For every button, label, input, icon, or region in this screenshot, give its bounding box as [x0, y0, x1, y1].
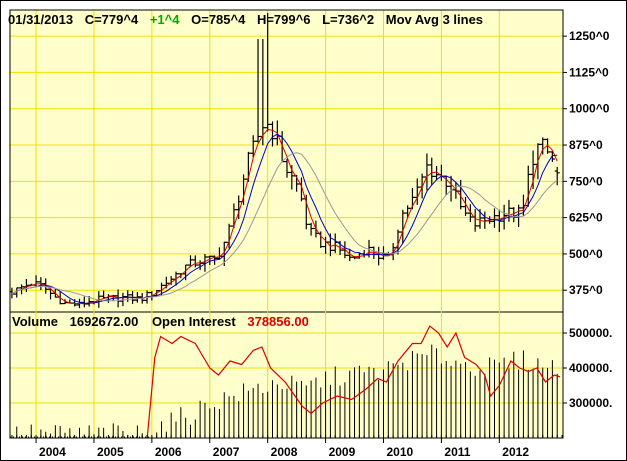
time-axis: 2004 2005 2006 2007 2008 2009 2010 2011 2012	[11, 435, 563, 459]
oi-label: Open Interest	[152, 314, 236, 329]
price-bar	[458, 179, 464, 210]
oi-value: 378856.00	[247, 314, 308, 329]
volume-tick-label-2: 500000.	[569, 326, 612, 340]
moving-average-lines	[11, 128, 558, 305]
price-bar	[197, 260, 203, 271]
header-close: C=779^4	[85, 12, 139, 27]
time-tick-label-0: 2004	[39, 445, 66, 459]
header-study: Mov Avg 3 lines	[386, 12, 483, 27]
price-bar	[192, 255, 198, 268]
price-tick-label-6: 1125^0	[569, 65, 609, 79]
chart-border	[9, 9, 564, 439]
price-bar	[545, 138, 551, 154]
price-tick-label-7: 1250^0	[569, 29, 610, 43]
price-bar	[540, 137, 546, 155]
price-bar	[14, 287, 20, 298]
price-bar	[48, 288, 54, 300]
time-tick-label-1: 2005	[97, 445, 124, 459]
open-interest-series	[146, 325, 561, 439]
time-tick-label-5: 2009	[329, 445, 356, 459]
header-high: H=799^6	[257, 12, 311, 27]
header-open: O=785^4	[191, 12, 246, 27]
price-bar	[511, 207, 517, 223]
price-tick-label-3: 750^0	[569, 174, 603, 188]
price-axis: 375^0 500^0 625^0 750^0 875^0 1000^0 1125^0 125…	[563, 29, 610, 297]
header-date: 01/31/2013	[8, 12, 73, 27]
time-tick-label-8: 2012	[502, 445, 529, 459]
header-low: L=736^2	[322, 12, 374, 27]
price-bar	[236, 195, 242, 219]
volume-axis: 300000. 400000. 500000.	[563, 326, 612, 410]
volume-header: Volume 1692672.00 Open Interest 378856.0…	[12, 314, 309, 329]
price-bar	[491, 208, 497, 228]
price-bar	[202, 254, 208, 272]
time-tick-label-4: 2008	[271, 445, 298, 459]
price-bar	[554, 166, 560, 186]
time-tick-label-2: 2006	[155, 445, 182, 459]
price-bar	[414, 178, 420, 205]
price-bar	[120, 292, 126, 307]
price-bar	[467, 204, 473, 223]
price-bar	[265, 12, 271, 132]
price-tick-label-0: 375^0	[569, 283, 603, 297]
price-bar	[183, 264, 189, 281]
price-bar	[434, 165, 440, 181]
moving-average-12	[11, 152, 558, 302]
volume-tick-label-1: 400000.	[569, 361, 612, 375]
price-bar	[270, 121, 276, 147]
price-bar	[347, 248, 353, 262]
plot-background	[10, 10, 563, 438]
price-tick-label-5: 1000^0	[569, 102, 610, 116]
price-bar	[463, 196, 469, 216]
price-bar	[187, 255, 193, 268]
header-change: +1^4	[150, 12, 180, 27]
volume-label: Volume	[12, 314, 58, 329]
price-bar	[250, 135, 256, 158]
time-tick-label-3: 2007	[213, 445, 240, 459]
price-bar	[255, 39, 261, 143]
price-bar	[308, 222, 314, 236]
volume-value: 1692672.00	[70, 314, 139, 329]
time-tick-label-7: 2011	[444, 445, 470, 459]
price-tick-label-1: 500^0	[569, 247, 603, 261]
price-bar	[405, 205, 411, 219]
header-line: 01/31/2013 C=779^4 +1^4 O=785^4 H=799^6 …	[8, 12, 483, 27]
price-bar	[284, 158, 290, 178]
volume-tick-label-0: 300000.	[569, 396, 612, 410]
price-bar	[429, 157, 435, 185]
price-tick-label-4: 875^0	[569, 138, 603, 152]
price-tick-label-2: 625^0	[569, 211, 603, 225]
time-tick-label-6: 2010	[386, 445, 413, 459]
price-bar	[207, 255, 213, 265]
open-interest-line	[146, 325, 561, 439]
price-bar	[43, 278, 49, 294]
moving-average-3	[11, 128, 558, 305]
